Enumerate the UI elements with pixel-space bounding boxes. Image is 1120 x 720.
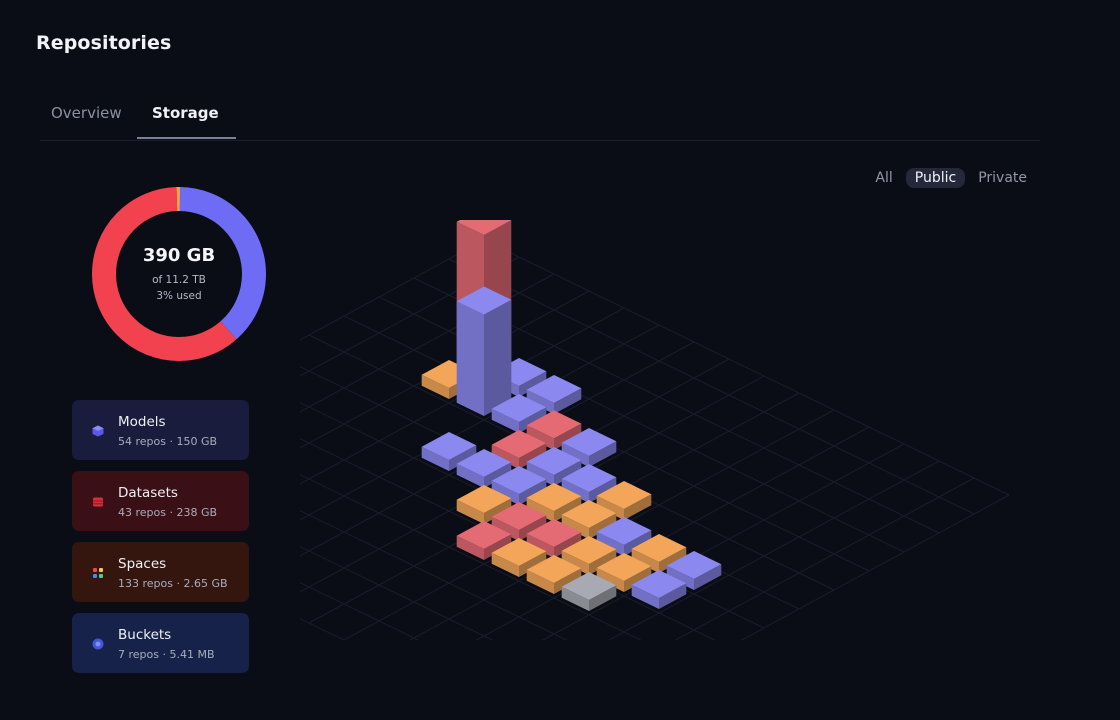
storage-isometric-chart xyxy=(300,220,1010,640)
card-datasets[interactable]: Datasets 43 repos · 238 GB xyxy=(72,471,249,531)
card-spaces[interactable]: Spaces 133 repos · 2.65 GB xyxy=(72,542,249,602)
repo-block-models[interactable] xyxy=(631,570,687,609)
card-models-name: Models xyxy=(118,414,166,430)
repo-block-models[interactable] xyxy=(456,286,512,417)
visibility-filter: All Public Private xyxy=(866,168,1036,188)
card-models-meta: 54 repos · 150 GB xyxy=(118,435,218,448)
repo-block-models[interactable] xyxy=(561,428,617,467)
filter-public[interactable]: Public xyxy=(905,168,966,188)
filter-all[interactable]: All xyxy=(875,170,893,186)
storage-total: of 11.2 TB xyxy=(152,273,206,286)
cube-icon xyxy=(92,425,104,437)
repo-block-spaces[interactable] xyxy=(631,534,687,573)
card-datasets-name: Datasets xyxy=(118,485,178,501)
card-buckets[interactable]: Buckets 7 repos · 5.41 MB xyxy=(72,613,249,673)
repo-block-buckets[interactable] xyxy=(561,572,617,611)
repo-block-spaces[interactable] xyxy=(491,538,547,577)
donut-segment-datasets xyxy=(92,187,266,361)
repo-block-spaces[interactable] xyxy=(596,553,652,592)
repo-block-models[interactable] xyxy=(526,375,582,414)
filter-private[interactable]: Private xyxy=(978,170,1027,186)
card-buckets-meta: 7 repos · 5.41 MB xyxy=(118,648,215,661)
storage-donut: 390 GB of 11.2 TB 3% used xyxy=(90,185,268,363)
database-icon xyxy=(93,497,103,507)
tab-overview[interactable]: Overview xyxy=(51,104,122,122)
bucket-icon xyxy=(92,638,104,650)
repo-block-spaces[interactable] xyxy=(561,500,617,539)
repo-block-spaces[interactable] xyxy=(526,483,582,522)
repo-block-models[interactable] xyxy=(456,449,512,488)
repo-block-datasets[interactable] xyxy=(456,521,512,560)
storage-donut-chart xyxy=(92,187,266,361)
repo-block-models[interactable] xyxy=(666,551,722,590)
repo-type-cards: Models 54 repos · 150 GB Datasets 43 rep… xyxy=(72,400,249,684)
card-spaces-meta: 133 repos · 2.65 GB xyxy=(118,577,228,590)
card-models[interactable]: Models 54 repos · 150 GB xyxy=(72,400,249,460)
tab-bar: Overview Storage xyxy=(40,92,1040,141)
repo-block-models[interactable] xyxy=(491,394,547,433)
repo-block-spaces[interactable] xyxy=(526,555,582,594)
storage-percent: 3% used xyxy=(156,289,202,302)
repo-block-spaces[interactable] xyxy=(596,481,652,520)
repo-block-datasets[interactable] xyxy=(491,502,547,541)
repo-block-spaces[interactable] xyxy=(456,485,512,524)
repo-block-datasets[interactable] xyxy=(491,430,547,469)
card-buckets-name: Buckets xyxy=(118,627,172,643)
repo-block-spaces[interactable] xyxy=(561,536,617,575)
donut-segment-spaces xyxy=(92,187,266,361)
repo-block-models[interactable] xyxy=(421,432,477,471)
repo-block-models[interactable] xyxy=(596,517,652,556)
page-title: Repositories xyxy=(36,32,172,54)
repo-block-models[interactable] xyxy=(561,464,617,503)
grid-icon xyxy=(93,568,103,578)
storage-used-value: 390 GB xyxy=(142,244,216,266)
tab-storage[interactable]: Storage xyxy=(137,104,236,139)
card-spaces-name: Spaces xyxy=(118,556,167,572)
repo-block-datasets[interactable] xyxy=(526,519,582,558)
card-datasets-meta: 43 repos · 238 GB xyxy=(118,506,218,519)
donut-center: 390 GB of 11.2 TB 3% used xyxy=(90,185,268,363)
repo-block-datasets[interactable] xyxy=(526,410,582,450)
repo-block-models[interactable] xyxy=(526,447,582,486)
repo-block-models[interactable] xyxy=(491,466,547,505)
